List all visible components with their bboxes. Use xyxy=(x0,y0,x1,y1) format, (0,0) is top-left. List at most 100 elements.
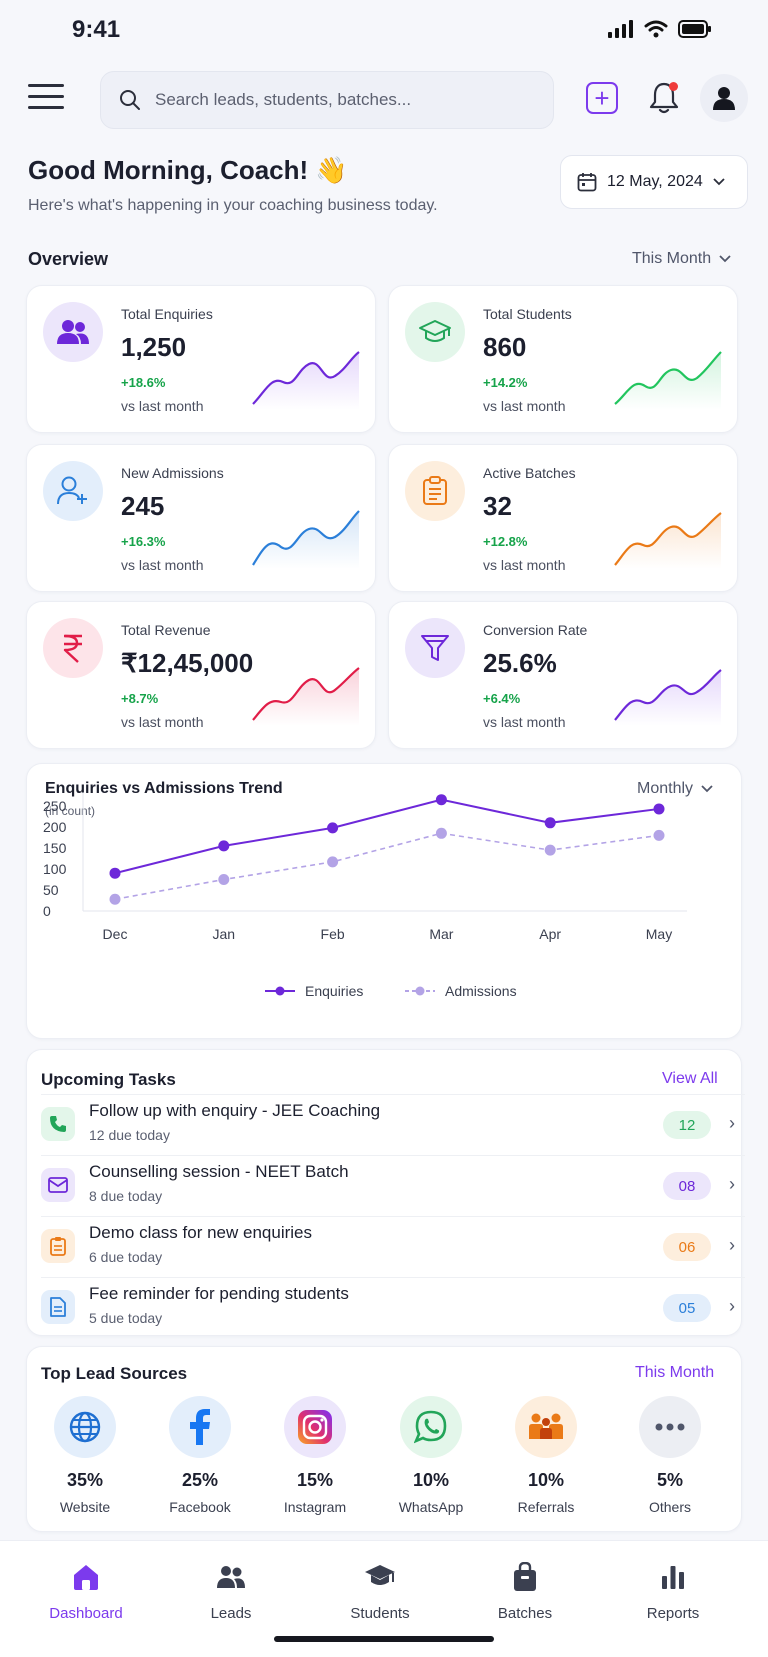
home-indicator xyxy=(274,1636,494,1642)
lead-sources-card: Top Lead Sources This Month xyxy=(26,1346,742,1532)
stat-label: Conversion Rate xyxy=(483,622,588,638)
stat-change: +6.4% xyxy=(483,691,521,706)
graduation-cap-icon xyxy=(325,1561,435,1593)
sparkline xyxy=(252,510,360,569)
task-row[interactable]: Fee reminder for pending students 5 due … xyxy=(41,1278,745,1338)
lead-source-whatsapp[interactable]: 10% WhatsApp xyxy=(381,1396,481,1515)
stat-change: +12.8% xyxy=(483,534,528,549)
y-tick-label: 0 xyxy=(43,903,51,919)
stat-card-conversion-rate[interactable]: Conversion Rate 25.6% +6.4% vs last mont… xyxy=(388,601,738,749)
clipboard-icon xyxy=(41,1229,75,1263)
mail-icon xyxy=(41,1168,75,1202)
x-tick-label: May xyxy=(646,926,672,942)
stat-change: +16.3% xyxy=(121,534,166,549)
legend-label: Admissions xyxy=(445,983,517,999)
sparkline xyxy=(252,351,360,410)
lead-sources-title: Top Lead Sources xyxy=(41,1364,188,1383)
graduation-cap-icon xyxy=(405,302,465,362)
task-row[interactable]: Counselling session - NEET Batch 8 due t… xyxy=(41,1156,745,1216)
stat-label: Total Revenue xyxy=(121,622,211,638)
lead-source-website[interactable]: 35% Website xyxy=(35,1396,135,1515)
greeting-title: Good Morning, Coach! 👋 xyxy=(28,155,348,185)
date-picker[interactable]: 12 May, 2024 xyxy=(560,155,748,209)
nav-batches[interactable]: Batches xyxy=(470,1561,580,1622)
clipboard-icon xyxy=(405,461,465,521)
whatsapp-icon xyxy=(400,1396,462,1458)
stat-change: +14.2% xyxy=(483,375,528,390)
view-all-link[interactable]: View All xyxy=(662,1070,718,1087)
task-subtitle: 8 due today xyxy=(89,1188,163,1204)
chevron-right-icon: › xyxy=(729,1235,735,1255)
nav-students[interactable]: Students xyxy=(325,1561,435,1622)
search-bar[interactable] xyxy=(100,71,554,129)
nav-label: Students xyxy=(350,1605,410,1622)
trend-title: Enquiries vs Admissions Trend xyxy=(45,780,283,797)
more-icon xyxy=(639,1396,701,1458)
source-percent: 10% xyxy=(412,1470,450,1490)
stat-card-new-admissions[interactable]: New Admissions 245 +16.3% vs last month xyxy=(26,444,376,592)
stat-card-total-revenue[interactable]: Total Revenue ₹12,45,000 +8.7% vs last m… xyxy=(26,601,376,749)
series-line-enquiries xyxy=(114,798,660,875)
legend-marker xyxy=(415,986,425,996)
y-tick-label: 200 xyxy=(43,819,67,835)
stat-value: 25.6% xyxy=(483,648,557,678)
stat-card-active-batches[interactable]: Active Batches 32 +12.8% vs last month xyxy=(388,444,738,592)
sparkline xyxy=(614,351,722,410)
document-icon xyxy=(41,1290,75,1324)
stat-label: Total Students xyxy=(483,306,572,322)
stat-compare: vs last month xyxy=(121,398,204,414)
stat-card-total-students[interactable]: Total Students 860 +14.2% vs last month xyxy=(388,285,738,433)
x-tick-label: Mar xyxy=(429,926,453,942)
stat-label: New Admissions xyxy=(121,465,224,481)
x-tick-label: Jan xyxy=(213,926,236,942)
rupee-icon xyxy=(43,618,103,678)
overview-period-label: This Month xyxy=(632,250,712,267)
wifi-icon xyxy=(644,20,668,38)
nav-reports[interactable]: Reports xyxy=(618,1561,728,1622)
lead-sources-period[interactable]: This Month xyxy=(635,1364,715,1381)
avatar[interactable] xyxy=(700,74,748,122)
data-point-enquiries xyxy=(109,867,121,879)
x-tick-label: Feb xyxy=(321,926,345,942)
data-point-admissions xyxy=(109,893,121,905)
status-time: 9:41 xyxy=(72,16,121,43)
chevron-down-icon xyxy=(713,178,725,186)
search-input[interactable] xyxy=(155,90,515,110)
lead-source-others[interactable]: 5% Others xyxy=(620,1396,720,1515)
stat-compare: vs last month xyxy=(121,714,204,730)
lead-source-instagram[interactable]: 15% Instagram xyxy=(265,1396,365,1515)
source-percent: 5% xyxy=(656,1470,683,1490)
source-percent: 35% xyxy=(66,1470,104,1490)
lead-source-facebook[interactable]: 25% Facebook xyxy=(150,1396,250,1515)
stat-card-total-enquiries[interactable]: Total Enquiries 1,250 +18.6% vs last mon… xyxy=(26,285,376,433)
stat-value: ₹12,45,000 xyxy=(121,648,254,678)
overview-period-dropdown[interactable]: This Month xyxy=(632,250,731,268)
legend-label: Enquiries xyxy=(305,983,363,999)
trend-period-dropdown[interactable]: Monthly xyxy=(637,780,713,798)
status-icons xyxy=(608,20,712,38)
nav-dashboard[interactable]: Dashboard xyxy=(31,1561,141,1622)
task-count-badge: 08 xyxy=(663,1172,711,1200)
source-name: Referrals xyxy=(517,1499,575,1515)
stat-label: Total Enquiries xyxy=(121,306,213,322)
signal-icon xyxy=(608,20,633,38)
data-point-admissions xyxy=(435,827,447,839)
task-row[interactable]: Follow up with enquiry - JEE Coaching 12… xyxy=(41,1095,745,1155)
trend-chart: 0 50 100 150 200 250 Dec Jan Feb Mar Apr May Enquiri… xyxy=(43,792,687,999)
task-row[interactable]: Demo class for new enquiries 6 due today… xyxy=(41,1217,745,1277)
stat-compare: vs last month xyxy=(483,398,566,414)
task-subtitle: 6 due today xyxy=(89,1249,163,1265)
notifications-button[interactable] xyxy=(646,80,682,116)
greeting-subtitle: Here's what's happening in your coaching… xyxy=(28,197,438,214)
nav-leads[interactable]: Leads xyxy=(176,1561,286,1622)
menu-button[interactable] xyxy=(28,84,64,112)
instagram-icon xyxy=(284,1396,346,1458)
stat-value: 860 xyxy=(483,332,527,362)
lead-source-referrals[interactable]: 10% Referrals xyxy=(496,1396,596,1515)
add-button[interactable]: + xyxy=(586,82,618,114)
y-tick-label: 150 xyxy=(43,840,67,856)
home-icon xyxy=(31,1561,141,1593)
task-count-badge: 12 xyxy=(663,1111,711,1139)
data-point-admissions xyxy=(653,829,665,841)
y-tick-label: 50 xyxy=(43,882,59,898)
